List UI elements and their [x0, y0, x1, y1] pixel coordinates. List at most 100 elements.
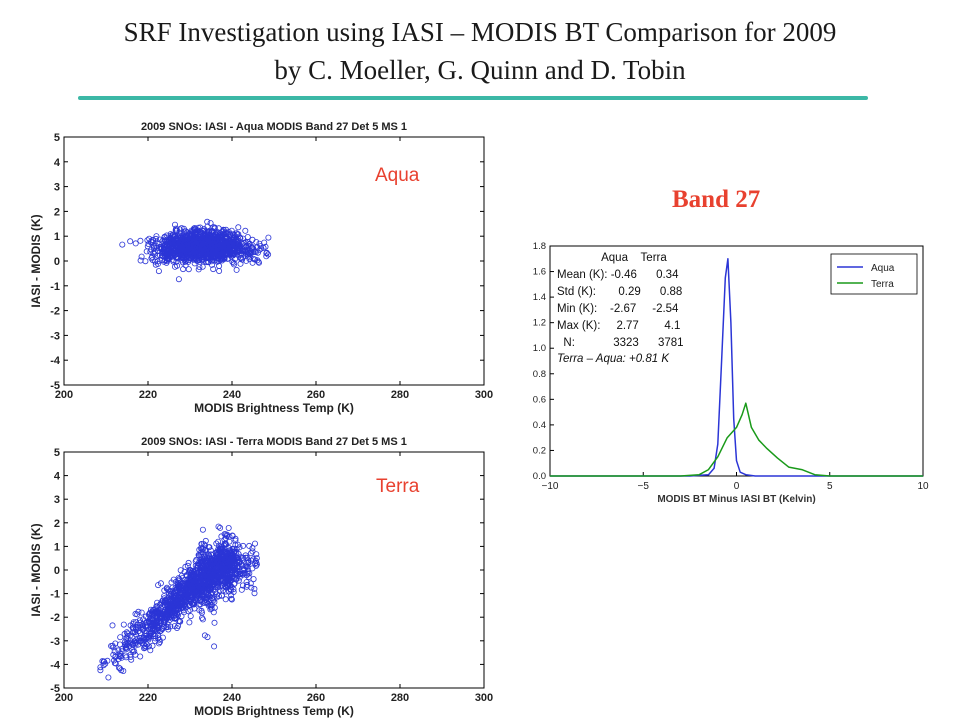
terra-label: Terra	[376, 476, 420, 497]
x-axis-label: MODIS Brightness Temp (K)	[194, 401, 354, 415]
scatter-point	[181, 601, 188, 608]
y-tick-label: 1	[54, 231, 60, 243]
terra-scatter-chart: 2009 SNOs: IASI - Terra MODIS Band 27 De…	[29, 436, 493, 718]
scatter-point	[261, 239, 268, 246]
scatter-point	[198, 562, 205, 569]
scatter-point	[137, 653, 144, 660]
x-tick-label: 260	[307, 692, 325, 704]
x-tick-label: 280	[391, 692, 409, 704]
scatter-point	[174, 262, 181, 269]
stats-terra-value: 4.1	[664, 319, 681, 332]
scatter-point	[154, 632, 161, 639]
scatter-point	[117, 665, 124, 672]
stats-row-min: Min (K): -2.67 -2.54	[557, 301, 684, 318]
scatter-point	[252, 557, 259, 564]
scatter-point	[192, 585, 199, 592]
title-line-1: SRF Investigation using IASI – MODIS BT …	[123, 17, 837, 47]
scatter-point	[177, 618, 184, 625]
scatter-point	[133, 624, 140, 631]
scatter-point	[215, 538, 222, 545]
scatter-point	[112, 640, 119, 647]
x-tick-label: −10	[542, 481, 559, 492]
scatter-point	[177, 583, 184, 590]
scatter-point	[205, 573, 212, 580]
scatter-point	[199, 526, 206, 533]
stats-terra-value: 3781	[658, 336, 684, 349]
scatter-point	[224, 548, 231, 555]
scatter-point	[200, 592, 207, 599]
scatter-point	[132, 240, 139, 247]
scatter-point	[171, 623, 178, 630]
scatter-point	[243, 243, 250, 250]
scatter-point	[232, 537, 239, 544]
x-tick-label: 220	[139, 389, 157, 401]
scatter-point	[139, 637, 146, 644]
scatter-point	[243, 572, 250, 579]
stats-terra-value: -2.54	[652, 302, 679, 315]
scatter-point	[201, 555, 208, 562]
scatter-point	[182, 262, 189, 269]
scatter-point	[148, 255, 155, 262]
scatter-point	[205, 602, 212, 609]
scatter-point	[145, 240, 152, 247]
scatter-point	[152, 261, 159, 268]
title-divider	[78, 96, 868, 100]
y-tick-label: 2	[54, 206, 60, 218]
stats-aqua-value: -0.46	[610, 268, 637, 281]
scatter-point	[175, 276, 182, 283]
scatter-point	[215, 556, 222, 563]
stats-label: Min (K):	[557, 302, 598, 315]
scatter-point	[230, 244, 237, 251]
scatter-point	[131, 648, 138, 655]
stats-label: Mean (K):	[557, 268, 608, 281]
scatter-point	[177, 601, 184, 608]
scatter-point	[211, 643, 218, 650]
scatter-point	[210, 266, 217, 273]
y-tick-label: 1.6	[533, 267, 546, 278]
y-tick-label: 1	[54, 541, 60, 553]
scatter-point	[186, 619, 193, 626]
scatter-point	[222, 596, 229, 603]
stats-row-std: Std (K): 0.29 0.88	[557, 284, 684, 301]
scatter-point	[222, 234, 229, 241]
scatter-point	[193, 240, 200, 247]
scatter-point	[172, 593, 179, 600]
scatter-point	[213, 563, 220, 570]
legend-box	[830, 253, 918, 295]
scatter-point	[190, 601, 197, 608]
scatter-point	[203, 237, 210, 244]
scatter-point	[189, 582, 196, 589]
scatter-point	[192, 228, 199, 235]
scatter-point	[206, 585, 213, 592]
scatter-point	[253, 551, 260, 558]
x-tick-label: 240	[223, 692, 241, 704]
stats-box: Aqua Terra Mean (K): -0.46 0.34 Std (K):…	[557, 250, 684, 368]
scatter-point	[243, 579, 250, 586]
scatter-point	[221, 536, 228, 543]
scatter-point	[245, 559, 252, 566]
scatter-point	[199, 546, 206, 553]
scatter-point	[254, 257, 261, 264]
scatter-point	[238, 251, 245, 258]
scatter-point	[166, 590, 173, 597]
scatter-point	[156, 236, 163, 243]
scatter-point	[206, 581, 213, 588]
scatter-point	[123, 642, 130, 649]
scatter-point	[240, 542, 247, 549]
scatter-point	[225, 525, 232, 532]
scatter-point	[166, 609, 173, 616]
stats-annotation: Terra – Aqua: +0.81 K	[557, 353, 669, 366]
y-tick-label: 1.8	[533, 241, 546, 252]
scatter-point	[173, 227, 180, 234]
scatter-point	[207, 565, 214, 572]
scatter-point	[135, 608, 142, 615]
x-axis-label: MODIS Brightness Temp (K)	[194, 704, 354, 718]
scatter-point	[127, 622, 134, 629]
scatter-point	[149, 642, 156, 649]
scatter-point	[213, 594, 220, 601]
scatter-point	[149, 610, 156, 617]
scatter-point	[128, 656, 135, 663]
scatter-point	[211, 604, 218, 611]
plot-frame	[63, 451, 485, 689]
scatter-point	[211, 245, 218, 252]
